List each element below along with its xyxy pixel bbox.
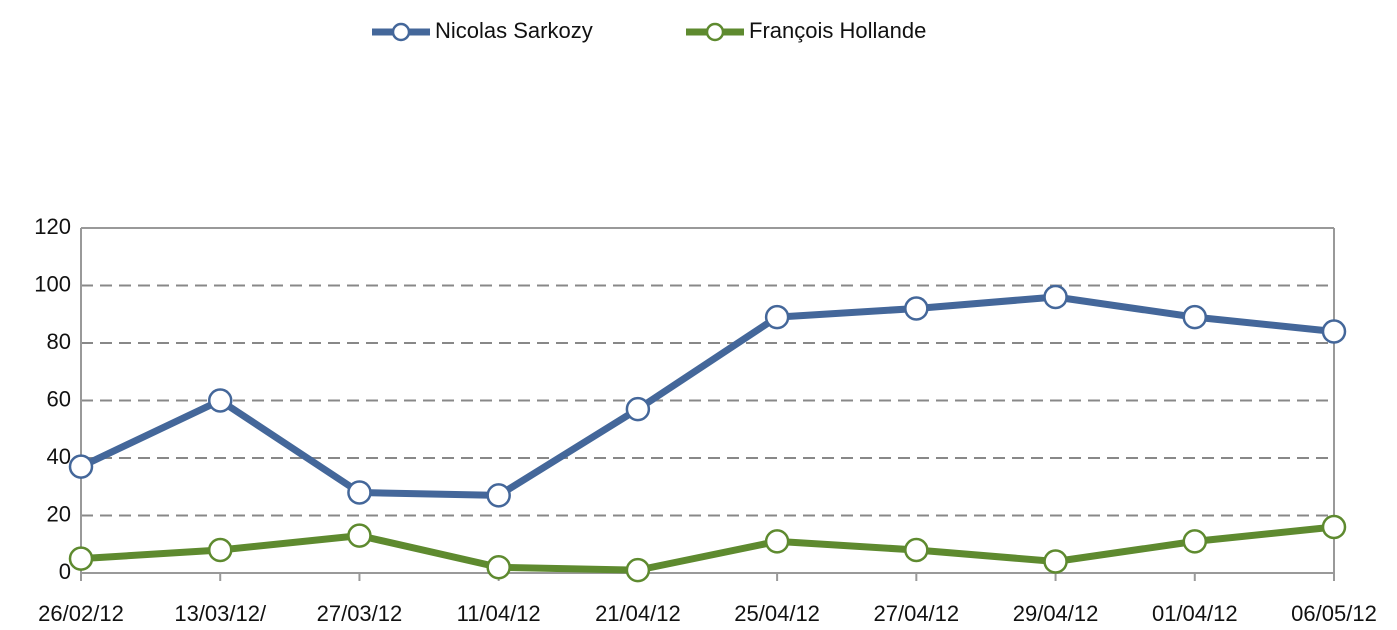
point: [764, 529, 790, 554]
point: [904, 537, 929, 563]
x-tick-label: 25/04/12: [734, 601, 820, 626]
y-tick-label: 120: [34, 214, 71, 239]
point: [1043, 549, 1068, 574]
point: [904, 296, 929, 321]
series-line: [79, 293, 1335, 499]
point: [347, 480, 372, 505]
point: [1182, 304, 1208, 330]
y-tick-label: 100: [34, 271, 71, 296]
point: [1321, 319, 1347, 344]
point: [68, 454, 94, 479]
x-tick-label: 11/04/12: [457, 601, 541, 626]
point: [207, 537, 233, 563]
point: [764, 304, 790, 330]
x-tick-label: 29/04/12: [1013, 601, 1099, 626]
x-tick-label: 27/03/12: [317, 601, 403, 626]
y-tick-label: 40: [47, 444, 71, 469]
y-tick-label: 20: [47, 501, 71, 526]
legend-marker: [391, 22, 411, 42]
legend-label: François Hollande: [749, 18, 926, 43]
x-tick-label: 27/04/12: [874, 601, 960, 626]
y-tick-label: 0: [59, 559, 71, 584]
point: [1043, 284, 1068, 310]
series-line: [80, 523, 1335, 574]
x-tick-label: 13/03/12/: [174, 601, 267, 626]
x-tick-label: 06/05/12: [1291, 601, 1377, 626]
legend-label: Nicolas Sarkozy: [435, 18, 593, 43]
point: [1182, 529, 1208, 554]
x-tick-label: 26/02/12: [38, 601, 124, 626]
point: [486, 483, 511, 508]
point: [207, 388, 233, 413]
y-tick-label: 60: [47, 386, 71, 411]
x-tick-label: 01/04/12: [1152, 601, 1238, 626]
point: [486, 555, 511, 580]
y-tick-label: 80: [47, 329, 71, 354]
point: [68, 546, 94, 571]
point: [1321, 514, 1347, 540]
legend-marker: [705, 22, 725, 42]
point: [625, 396, 651, 422]
x-tick-label: 21/04/12: [595, 601, 681, 626]
point: [625, 557, 651, 583]
point: [347, 523, 372, 548]
